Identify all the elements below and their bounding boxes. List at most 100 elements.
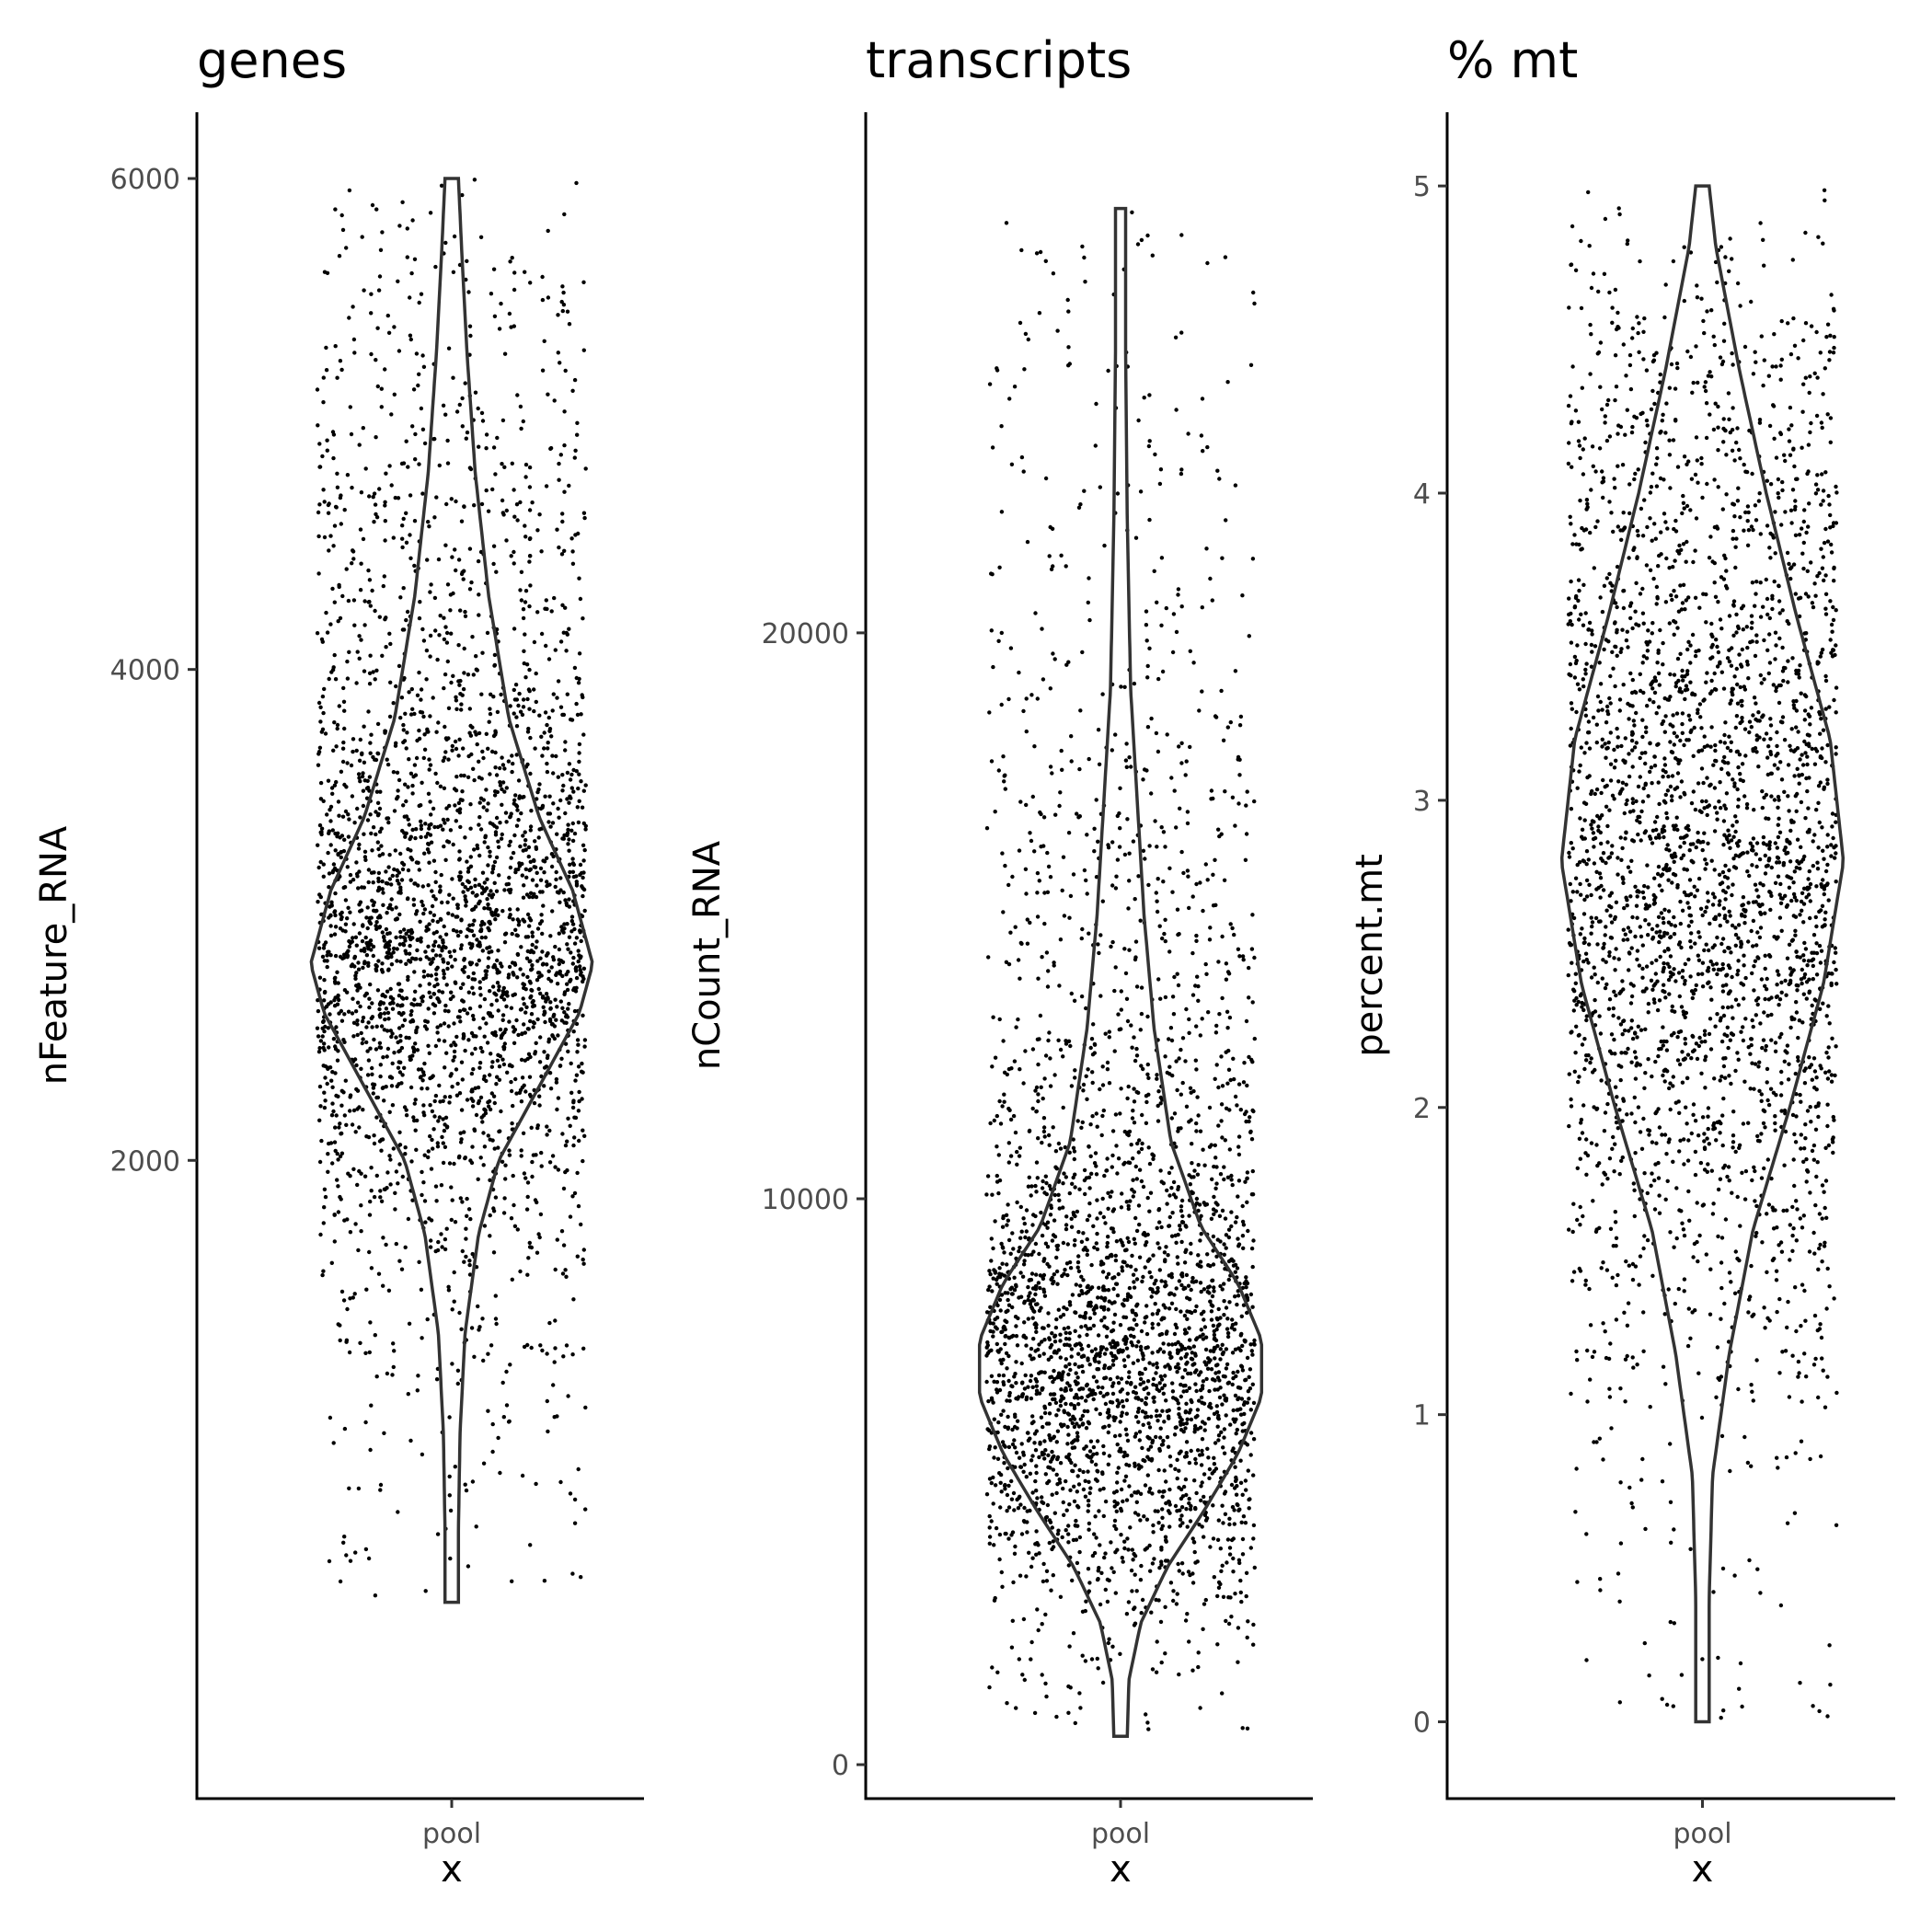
data-point (320, 694, 326, 699)
data-point (1167, 1193, 1172, 1198)
data-point (493, 917, 498, 922)
data-point (583, 783, 588, 788)
data-point (464, 1236, 468, 1241)
data-point (989, 759, 995, 764)
data-point (1046, 1133, 1052, 1138)
data-point (513, 793, 518, 798)
data-point (1166, 1414, 1171, 1419)
data-point (464, 436, 468, 441)
data-point (507, 1153, 512, 1157)
data-point (1027, 1128, 1032, 1133)
data-point (369, 1166, 374, 1170)
data-point (379, 386, 384, 391)
data-point (1053, 1325, 1059, 1330)
data-point (518, 967, 523, 972)
data-point (468, 1216, 473, 1222)
data-point (1082, 1167, 1087, 1173)
data-point (535, 610, 540, 615)
data-point (1145, 1345, 1150, 1350)
data-point (384, 880, 389, 886)
data-point (581, 616, 585, 621)
data-point (1106, 1462, 1111, 1467)
data-point (378, 1488, 383, 1492)
data-point (1193, 1560, 1198, 1565)
data-point (403, 782, 408, 787)
data-point (1201, 1627, 1205, 1632)
data-point (471, 766, 476, 771)
data-point (542, 859, 547, 864)
data-point (421, 364, 427, 369)
data-point (563, 811, 568, 816)
data-point (492, 662, 498, 668)
data-point (433, 1093, 439, 1098)
data-point (316, 843, 320, 847)
data-point (513, 927, 518, 932)
data-point (397, 777, 402, 783)
data-point (1016, 958, 1021, 962)
data-point (548, 446, 553, 451)
data-point (521, 982, 525, 986)
data-point (389, 1034, 394, 1040)
data-point (1106, 1288, 1111, 1293)
data-point (1226, 1277, 1232, 1282)
data-point (1162, 1383, 1167, 1388)
data-point (1102, 1173, 1107, 1179)
data-point (1021, 1616, 1027, 1622)
data-point (510, 1579, 514, 1584)
data-point (356, 772, 362, 776)
data-point (1017, 1395, 1021, 1399)
data-point (450, 555, 454, 559)
data-point (1156, 749, 1161, 754)
data-point (348, 872, 353, 878)
data-point (488, 1234, 492, 1238)
data-point (422, 1199, 428, 1203)
data-point (427, 524, 431, 529)
data-point (1153, 819, 1157, 823)
data-point (421, 911, 426, 916)
data-point (438, 823, 443, 828)
data-point (1130, 1547, 1135, 1552)
data-point (484, 788, 489, 792)
data-point (328, 534, 333, 538)
data-point (1026, 1431, 1030, 1435)
data-point (1098, 1262, 1104, 1267)
data-point (369, 1189, 374, 1193)
data-point (412, 519, 418, 523)
data-point (1048, 765, 1053, 769)
data-point (457, 878, 462, 882)
data-point (522, 1344, 527, 1350)
data-point (1149, 1275, 1154, 1280)
data-point (526, 1256, 531, 1260)
data-point (483, 1108, 488, 1113)
data-point (556, 1033, 560, 1038)
data-point (1167, 1351, 1172, 1355)
data-point (378, 789, 383, 794)
data-point (347, 817, 351, 822)
data-point (471, 991, 476, 996)
data-point (443, 724, 447, 730)
data-point (1037, 1391, 1042, 1396)
data-point (561, 1354, 566, 1359)
data-point (1158, 1168, 1163, 1173)
data-point (379, 1024, 385, 1029)
data-point (330, 1101, 335, 1106)
data-point (560, 788, 565, 793)
data-point (1179, 1239, 1184, 1245)
data-point (387, 853, 392, 857)
data-point (553, 1318, 558, 1323)
data-point (331, 1109, 336, 1114)
data-point (324, 368, 329, 373)
data-point (545, 856, 549, 860)
data-point (489, 1343, 494, 1348)
data-point (1017, 670, 1021, 675)
data-point (410, 1053, 415, 1058)
data-point (455, 905, 460, 911)
data-point (1180, 1521, 1185, 1525)
data-point (563, 1268, 568, 1272)
data-point (567, 935, 572, 939)
data-point (1135, 242, 1141, 247)
data-point (360, 774, 365, 779)
data-point (321, 1064, 326, 1068)
data-point (576, 959, 581, 964)
data-point (373, 1333, 377, 1338)
